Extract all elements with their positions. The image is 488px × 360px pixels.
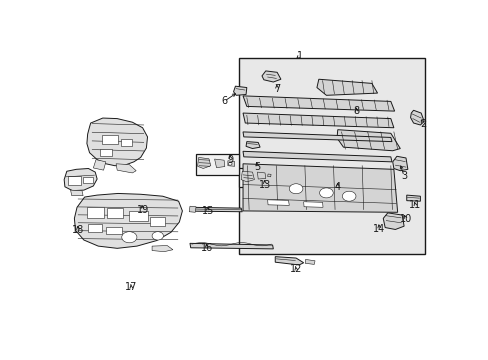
Circle shape (152, 232, 163, 240)
Bar (102, 135, 118, 144)
Polygon shape (74, 193, 182, 248)
Text: 12: 12 (289, 264, 302, 274)
Bar (83, 177, 92, 183)
Polygon shape (239, 58, 424, 254)
Polygon shape (305, 260, 314, 264)
Polygon shape (243, 113, 393, 128)
Polygon shape (64, 168, 97, 191)
Text: 7: 7 (273, 84, 280, 94)
Polygon shape (243, 96, 394, 111)
Polygon shape (152, 246, 173, 252)
Polygon shape (189, 243, 273, 249)
Polygon shape (190, 207, 242, 212)
Polygon shape (243, 132, 391, 141)
Text: 14: 14 (372, 224, 385, 234)
Bar (87, 224, 102, 232)
Bar (105, 227, 122, 234)
Polygon shape (275, 257, 303, 265)
Bar (195, 154, 239, 175)
Text: 2: 2 (419, 118, 426, 129)
Text: 17: 17 (125, 282, 137, 292)
Text: 1: 1 (296, 51, 303, 61)
Polygon shape (243, 151, 391, 162)
Text: 13: 13 (258, 180, 270, 190)
Polygon shape (303, 202, 323, 207)
Text: 16: 16 (201, 243, 213, 253)
Polygon shape (267, 174, 270, 177)
Bar (87, 207, 104, 218)
Polygon shape (197, 157, 210, 168)
Polygon shape (262, 71, 280, 82)
Polygon shape (392, 156, 407, 171)
Circle shape (319, 188, 332, 198)
Text: 4: 4 (334, 183, 340, 192)
Bar (107, 208, 122, 219)
Text: 9: 9 (227, 155, 233, 165)
Polygon shape (87, 118, 147, 166)
Text: 15: 15 (202, 206, 214, 216)
Polygon shape (406, 195, 420, 201)
Polygon shape (267, 200, 289, 205)
Polygon shape (336, 130, 400, 151)
Text: 10: 10 (399, 214, 411, 224)
Polygon shape (70, 190, 83, 195)
Text: 18: 18 (72, 225, 84, 235)
Polygon shape (116, 164, 136, 173)
Polygon shape (257, 172, 265, 179)
Polygon shape (189, 206, 196, 212)
Polygon shape (214, 159, 224, 168)
Polygon shape (227, 161, 234, 166)
Bar (68, 176, 81, 185)
Text: 8: 8 (353, 106, 359, 116)
Text: 11: 11 (408, 201, 421, 210)
Text: 5: 5 (254, 162, 260, 172)
Circle shape (289, 184, 302, 194)
Polygon shape (233, 86, 246, 95)
Polygon shape (93, 159, 105, 170)
Polygon shape (245, 141, 260, 149)
Circle shape (228, 162, 232, 165)
Bar (121, 139, 132, 146)
Polygon shape (410, 110, 423, 125)
Bar (150, 217, 164, 226)
Circle shape (122, 232, 137, 243)
Text: 6: 6 (221, 96, 227, 107)
Polygon shape (241, 171, 254, 182)
Polygon shape (243, 164, 397, 212)
Text: 19: 19 (136, 204, 148, 215)
Text: 3: 3 (400, 171, 407, 181)
Bar (129, 211, 147, 221)
Polygon shape (383, 213, 403, 229)
Polygon shape (316, 79, 377, 95)
Bar (100, 149, 112, 156)
Bar (239, 168, 272, 187)
Circle shape (342, 191, 355, 201)
